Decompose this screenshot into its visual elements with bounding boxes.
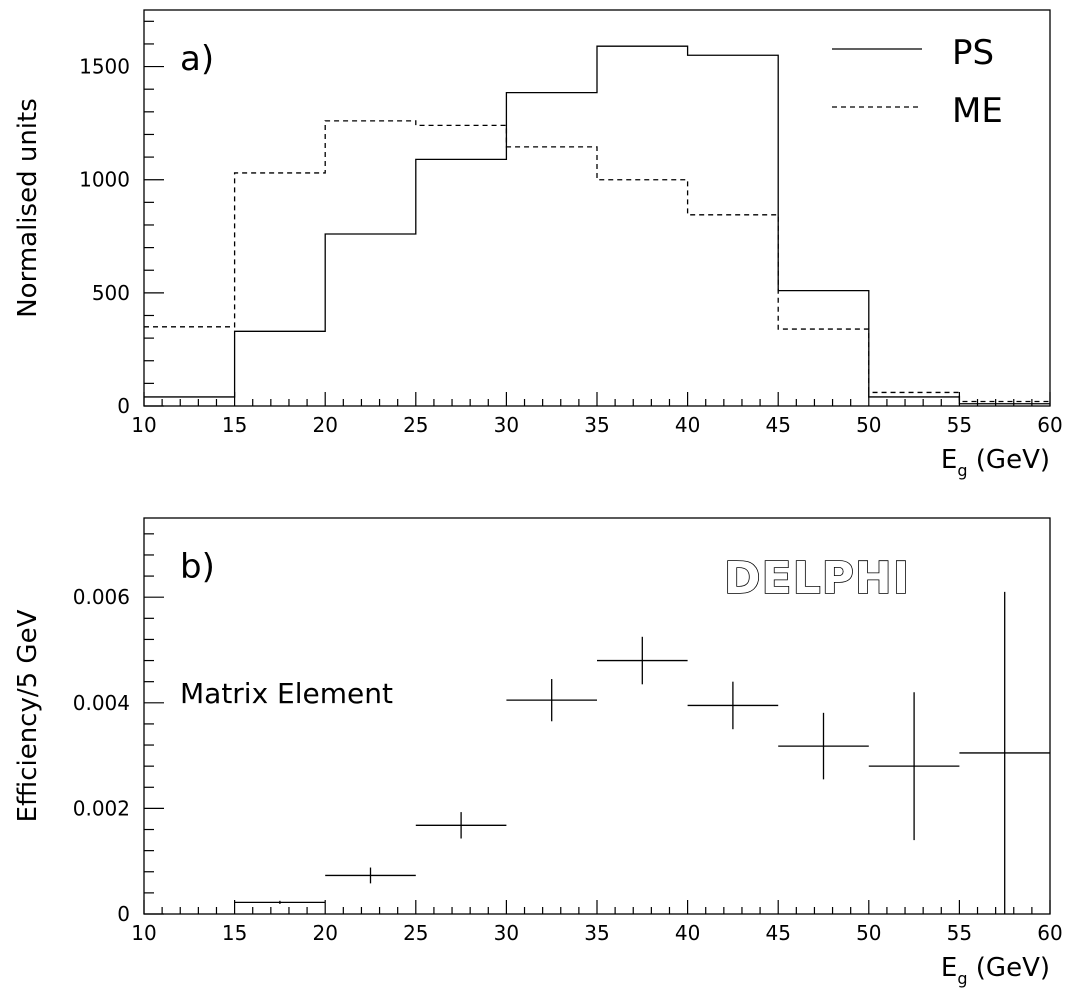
y-axis-title: Efficiency/5 GeV <box>13 609 43 822</box>
series-line-me <box>144 120 1050 403</box>
x-tick-label: 25 <box>403 921 428 945</box>
legend-label-ps: PS <box>952 33 994 73</box>
x-tick-label: 60 <box>1037 921 1062 945</box>
y-tick-label: 0.004 <box>73 691 130 715</box>
panel-label: b) <box>180 547 215 587</box>
x-tick-label: 10 <box>131 921 156 945</box>
x-tick-label: 35 <box>584 921 609 945</box>
x-tick-label: 40 <box>675 921 700 945</box>
y-tick-label: 0.002 <box>73 796 130 820</box>
x-tick-label: 10 <box>131 413 156 437</box>
annotation-text: Matrix Element <box>180 677 393 710</box>
panel-b: 10 15 20 25 30 35 40 45 50 55 60 0 0.002 0.004 0.006 Ef… <box>13 517 1063 988</box>
x-tick-label: 30 <box>494 921 519 945</box>
data-point <box>415 812 507 839</box>
x-tick-label: 50 <box>856 921 881 945</box>
y-tick-label: 1500 <box>79 55 130 79</box>
y-tick-label: 500 <box>92 281 130 305</box>
data-point <box>597 636 688 685</box>
data-point <box>687 681 779 730</box>
x-tick-label: 55 <box>947 413 972 437</box>
y-tick-label: 0 <box>117 902 130 926</box>
x-tick-label: 35 <box>584 413 609 437</box>
y-axis-title: Normalised units <box>13 98 43 318</box>
x-tick-label: 15 <box>222 921 247 945</box>
x-axis-title-sub: g <box>957 969 967 988</box>
x-tick-label: 60 <box>1037 413 1062 437</box>
data-point <box>325 867 416 884</box>
y-tick-label: 0.006 <box>73 585 130 609</box>
x-axis-title: Eg (GeV) <box>941 445 1050 480</box>
delphi-logo: DELPHI <box>724 553 910 604</box>
x-axis-title-main: E <box>941 445 957 475</box>
x-tick-label: 55 <box>947 921 972 945</box>
data-point <box>778 712 869 780</box>
x-tick-label: 45 <box>765 921 790 945</box>
x-tick-label: 20 <box>312 921 337 945</box>
panel-a: 10 15 20 25 30 35 40 45 50 55 60 0 500 1000 1500 Normal… <box>13 9 1063 480</box>
x-tick-label: 45 <box>765 413 790 437</box>
data-point <box>959 591 1050 914</box>
x-tick-label: 20 <box>312 413 337 437</box>
x-axis-title-unit: (GeV) <box>968 445 1050 475</box>
data-point <box>506 679 597 722</box>
data-point <box>234 900 326 904</box>
x-tick-label: 50 <box>856 413 881 437</box>
series-line-ps <box>144 45 1050 405</box>
x-axis-title-main: E <box>941 953 957 983</box>
data-point <box>868 692 960 841</box>
x-axis-title-unit: (GeV) <box>968 953 1050 983</box>
x-tick-label: 40 <box>675 413 700 437</box>
panel-label: a) <box>180 39 214 79</box>
x-tick-label: 25 <box>403 413 428 437</box>
x-tick-label: 30 <box>494 413 519 437</box>
y-tick-label: 1000 <box>79 168 130 192</box>
x-tick-label: 15 <box>222 413 247 437</box>
x-axis-title-sub: g <box>957 461 967 480</box>
y-tick-label: 0 <box>117 394 130 418</box>
legend-label-me: ME <box>952 91 1003 131</box>
x-axis-title: Eg (GeV) <box>941 953 1050 988</box>
